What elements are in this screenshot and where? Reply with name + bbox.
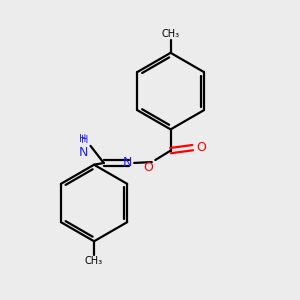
Text: CH₃: CH₃ (85, 256, 103, 266)
Text: H: H (81, 135, 88, 145)
Text: O: O (143, 161, 153, 175)
Text: CH₃: CH₃ (161, 29, 180, 39)
Text: N: N (79, 146, 88, 160)
Text: H: H (79, 134, 86, 143)
Text: N: N (122, 156, 132, 169)
Text: O: O (196, 141, 206, 154)
